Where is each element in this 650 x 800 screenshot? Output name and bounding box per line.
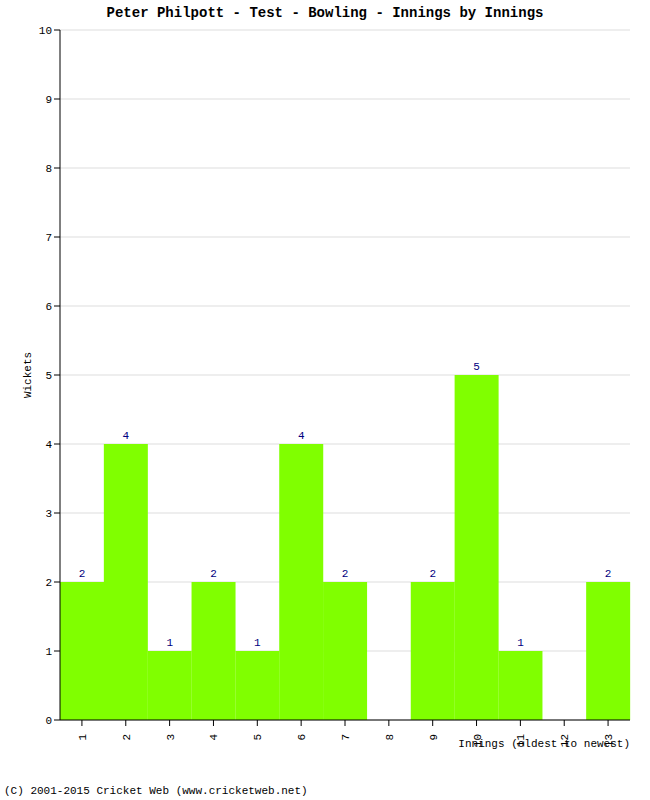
svg-text:5: 5 xyxy=(473,361,480,373)
svg-text:5: 5 xyxy=(45,370,52,382)
svg-text:10: 10 xyxy=(472,734,484,747)
svg-text:7: 7 xyxy=(45,232,52,244)
svg-text:4: 4 xyxy=(208,734,220,741)
svg-text:1: 1 xyxy=(517,637,524,649)
svg-text:0: 0 xyxy=(45,715,52,727)
svg-text:10: 10 xyxy=(39,25,52,37)
svg-text:12: 12 xyxy=(559,734,571,747)
svg-text:2: 2 xyxy=(45,577,52,589)
svg-text:1: 1 xyxy=(45,646,52,658)
svg-text:11: 11 xyxy=(515,734,527,748)
svg-text:9: 9 xyxy=(428,734,440,741)
svg-text:5: 5 xyxy=(252,734,264,741)
svg-text:3: 3 xyxy=(45,508,52,520)
svg-text:4: 4 xyxy=(298,430,305,442)
svg-text:3: 3 xyxy=(165,734,177,741)
svg-text:2: 2 xyxy=(121,734,133,741)
svg-text:8: 8 xyxy=(45,163,52,175)
svg-text:1: 1 xyxy=(254,637,261,649)
svg-text:2: 2 xyxy=(210,568,217,580)
svg-text:2: 2 xyxy=(342,568,349,580)
svg-text:2: 2 xyxy=(429,568,436,580)
svg-text:2: 2 xyxy=(79,568,86,580)
svg-text:4: 4 xyxy=(123,430,130,442)
svg-text:6: 6 xyxy=(296,734,308,741)
svg-text:1: 1 xyxy=(77,734,89,741)
svg-text:13: 13 xyxy=(603,734,615,747)
svg-text:2: 2 xyxy=(605,568,612,580)
svg-text:6: 6 xyxy=(45,301,52,313)
svg-text:9: 9 xyxy=(45,94,52,106)
svg-text:7: 7 xyxy=(340,734,352,741)
svg-text:1: 1 xyxy=(166,637,173,649)
svg-text:4: 4 xyxy=(45,439,52,451)
svg-text:8: 8 xyxy=(384,734,396,741)
